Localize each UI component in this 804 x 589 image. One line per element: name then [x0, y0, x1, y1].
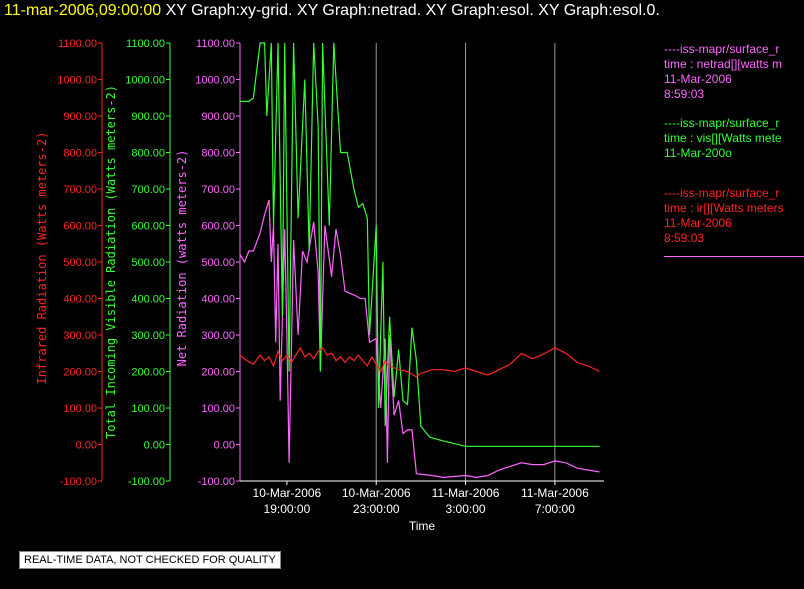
vis-tick-label-11: 0.00 [144, 440, 165, 452]
net-tick-label-3: 800.00 [201, 148, 235, 160]
ir-tick-label-3: 800.00 [63, 148, 97, 160]
legend-text-line4: 8:59:03 [664, 231, 705, 245]
vis-tick-label-12: -100.00 [128, 476, 165, 488]
ir-tick-label-8: 300.00 [63, 330, 97, 342]
ir-tick-label-7: 400.00 [63, 294, 97, 306]
net-tick-label-6: 500.00 [201, 257, 235, 269]
ir-tick-label-9: 200.00 [63, 367, 97, 379]
legend-entry-1: ----iss-mapr/surface_r time : vis[][Watts… [664, 116, 782, 161]
series-layer [239, 42, 600, 479]
legend-text-line3: 11-Mar-2006 [664, 72, 732, 86]
x-tick-time-2: 3:00:00 [446, 502, 486, 516]
vis-tick-label-3: 800.00 [131, 148, 165, 160]
net-tick-label-10: 100.00 [201, 403, 235, 415]
x-tick-date-0: 10-Mar-2006 [253, 486, 322, 500]
x-tick-date-2: 11-Mar-2006 [432, 486, 500, 500]
vis-tick-label-6: 500.00 [131, 257, 165, 269]
legend-entry-2: ----iss-mapr/surface_r time : ir[][Watts … [664, 186, 784, 246]
legend-text-line2: time : netrad[][watts m [664, 57, 783, 71]
legend-text-line2: time : ir[][Watts meters [664, 201, 784, 215]
net-tick-label-9: 200.00 [201, 367, 235, 379]
net-tick-label-2: 900.00 [201, 111, 235, 123]
axes: 1100.00 1000.00 900.00 800.00 700.00 600.00 50… [57, 38, 604, 488]
net-tick-label-1: 1000.00 [195, 75, 235, 87]
vis-tick-label-9: 200.00 [131, 367, 165, 379]
header: 11-mar-2006,09:00:00 XY Graph:xy-grid. X… [4, 2, 660, 20]
header-timestamp: 11-mar-2006,09:00:00 [4, 2, 162, 19]
ir-tick-label-5: 600.00 [63, 221, 97, 233]
vis-tick-label-10: 100.00 [131, 403, 165, 415]
legend-text-line3: 11-Mar-2006 [664, 216, 732, 230]
vis-tick-label-1: 1000.00 [125, 75, 165, 87]
quality-notice: REAL-TIME DATA, NOT CHECKED FOR QUALITY [19, 551, 281, 569]
ir-tick-label-11: 0.00 [76, 440, 97, 452]
net-tick-label-11: 0.00 [214, 440, 235, 452]
vis-tick-label-4: 700.00 [131, 184, 165, 196]
ir-tick-label-1: 1000.00 [57, 75, 97, 87]
ir-tick-label-10: 100.00 [63, 403, 97, 415]
net-tick-label-0: 1100.00 [196, 38, 235, 50]
net-axis-title: Net Radiation (watts meters-2) [175, 150, 189, 367]
ir-tick-label-12: -100.00 [60, 476, 97, 488]
x-tick-time-1: 23:00:00 [353, 502, 400, 516]
y-axis-titles: Infrared Radiation (Watts meters-2) Total… [35, 85, 189, 439]
header-graph-list: XY Graph:xy-grid. XY Graph:netrad. XY Gr… [165, 2, 660, 19]
x-tick-time-3: 7:00:00 [535, 502, 575, 516]
legend-text-line1: ----iss-mapr/surface_r [664, 186, 780, 200]
net-tick-label-7: 400.00 [201, 294, 235, 306]
net-series-line [239, 199, 600, 479]
ir-tick-label-6: 500.00 [63, 257, 97, 269]
legend-separator [664, 256, 804, 257]
ir-tick-label-2: 900.00 [63, 111, 97, 123]
net-tick-label-8: 300.00 [201, 330, 235, 342]
legend-text-line1: ----iss-mapr/surface_r [664, 42, 780, 56]
vis-series-line [240, 42, 600, 447]
legend-entry-0: ----iss-mapr/surface_r time : netrad[][wa… [664, 42, 782, 102]
ir-series-line [239, 346, 600, 378]
net-tick-label-12: -100.00 [198, 476, 235, 488]
ir-axis-title: Infrared Radiation (Watts meters-2) [35, 132, 49, 385]
x-axis-title: Time [409, 519, 436, 533]
net-tick-label-5: 600.00 [201, 221, 235, 233]
vis-axis-title: Total Incoming Visible Radiation (Watts … [104, 85, 118, 439]
grid [375, 43, 556, 481]
ir-tick-label-0: 1100.00 [58, 38, 97, 50]
legend-text-line1: ----iss-mapr/surface_r [664, 116, 780, 130]
x-tick-time-0: 19:00:00 [264, 502, 311, 516]
legend-text-line3: 11-Mar-200o [664, 146, 732, 160]
legend-text-line2: time : vis[][Watts mete [664, 131, 782, 145]
x-tick-date-1: 10-Mar-2006 [342, 486, 411, 500]
x-tick-labels: 10-Mar-2006 19:00:00 10-Mar-2006 23:00:00 11… [253, 481, 589, 533]
vis-tick-label-7: 400.00 [131, 294, 165, 306]
vis-tick-label-5: 600.00 [131, 221, 165, 233]
vis-tick-label-2: 900.00 [131, 111, 165, 123]
ir-tick-label-4: 700.00 [63, 184, 97, 196]
legend-text-line4: 8:59:03 [664, 87, 705, 101]
vis-tick-label-8: 300.00 [131, 330, 165, 342]
vis-tick-label-0: 1100.00 [126, 38, 165, 50]
x-tick-date-3: 11-Mar-2006 [521, 486, 589, 500]
net-tick-label-4: 700.00 [201, 184, 235, 196]
